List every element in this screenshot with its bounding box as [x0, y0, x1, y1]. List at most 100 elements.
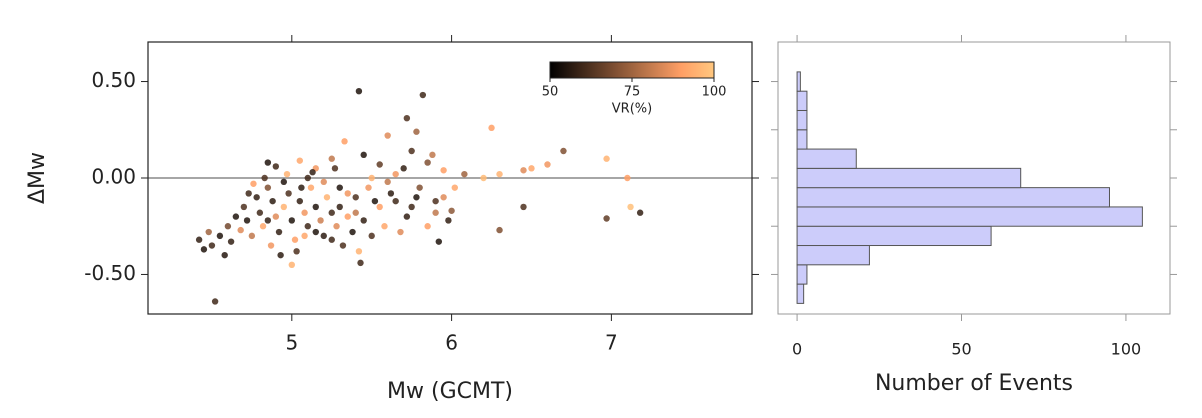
point — [245, 190, 252, 197]
point — [293, 248, 300, 255]
bar — [796, 167, 1022, 189]
point — [403, 114, 411, 122]
point — [291, 236, 299, 243]
point — [267, 242, 275, 249]
point — [544, 161, 551, 168]
point — [627, 203, 634, 211]
point — [368, 232, 375, 240]
point — [413, 128, 420, 135]
point — [520, 203, 527, 211]
point — [384, 178, 391, 186]
point — [445, 217, 452, 224]
point — [232, 213, 240, 220]
bar — [796, 71, 801, 92]
point — [357, 259, 364, 267]
point — [344, 213, 351, 220]
bar — [796, 148, 857, 169]
point — [352, 209, 359, 216]
hist-x-axis-label: Number of Events — [875, 371, 1073, 396]
point — [237, 226, 244, 234]
point — [224, 223, 232, 230]
point — [272, 163, 280, 170]
point — [331, 165, 339, 172]
point — [352, 194, 359, 201]
point — [424, 159, 431, 166]
bar — [796, 283, 805, 304]
point — [304, 223, 311, 230]
point — [365, 184, 372, 191]
point — [264, 184, 272, 191]
point — [496, 226, 503, 234]
point — [328, 155, 335, 162]
point — [381, 223, 388, 230]
point — [349, 228, 356, 236]
point — [240, 203, 248, 211]
point — [560, 147, 567, 155]
point — [520, 167, 527, 174]
point — [384, 132, 391, 139]
point — [341, 138, 348, 145]
point — [440, 167, 447, 174]
x-tick-label: 50 — [951, 340, 971, 359]
point — [296, 197, 303, 205]
point — [355, 87, 363, 95]
x-tick-label: 7 — [605, 331, 618, 355]
point — [200, 246, 208, 253]
point — [400, 165, 407, 172]
point — [227, 238, 235, 245]
point — [528, 165, 535, 172]
bar — [796, 129, 808, 150]
point — [256, 209, 264, 216]
point — [288, 261, 296, 269]
point — [624, 174, 631, 182]
y-axis-label: ΔMw — [25, 152, 50, 204]
colorbar-tick-label: 50 — [542, 85, 559, 100]
bar — [796, 225, 992, 247]
point — [280, 203, 288, 211]
y-tick-label: 0.00 — [91, 165, 136, 189]
point — [296, 157, 303, 164]
x-tick-label: 0 — [792, 340, 802, 359]
point — [211, 298, 219, 305]
point — [248, 232, 256, 240]
point — [285, 190, 292, 197]
point — [309, 169, 316, 176]
bar — [796, 206, 1143, 227]
point — [261, 174, 268, 182]
colorbar-tick-label: 100 — [702, 85, 727, 100]
point — [269, 197, 276, 205]
bar — [796, 245, 870, 266]
point — [336, 203, 343, 211]
point — [250, 180, 257, 187]
y-tick-label: -0.50 — [84, 261, 136, 285]
point — [317, 217, 324, 224]
point — [323, 194, 331, 201]
point — [424, 223, 431, 230]
point — [448, 207, 455, 214]
bar — [796, 109, 808, 131]
point — [429, 151, 436, 159]
point — [413, 194, 420, 201]
point — [320, 232, 327, 240]
point — [488, 124, 495, 132]
point — [301, 209, 308, 216]
point — [368, 174, 375, 182]
point — [259, 223, 267, 230]
x-tick-label: 6 — [445, 331, 458, 355]
point — [419, 91, 427, 99]
point — [355, 248, 363, 255]
point — [195, 236, 203, 243]
point — [636, 209, 644, 216]
point — [277, 251, 284, 259]
point — [416, 184, 423, 191]
point — [480, 174, 487, 182]
point — [205, 228, 212, 236]
point — [298, 184, 305, 191]
point — [392, 170, 399, 178]
point — [288, 217, 296, 224]
x-tick-label: 100 — [1111, 340, 1142, 359]
point — [336, 184, 343, 191]
point — [275, 228, 283, 236]
point — [320, 178, 327, 186]
